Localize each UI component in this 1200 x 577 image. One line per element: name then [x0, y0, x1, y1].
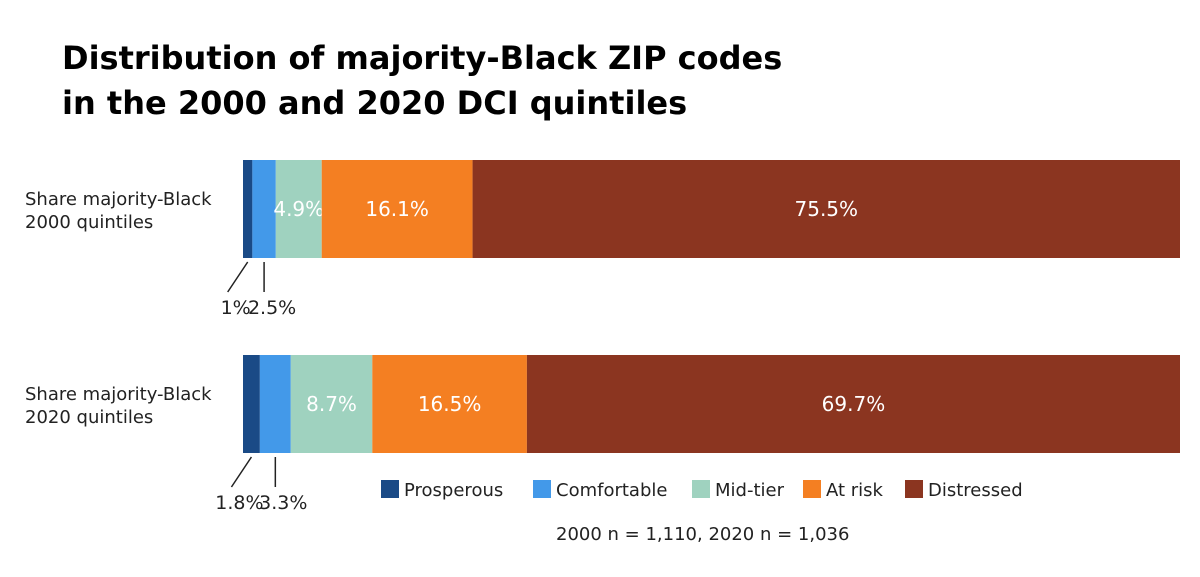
- data-label: 2.5%: [248, 297, 296, 319]
- bar-segment-mid-tier: [275, 160, 322, 258]
- data-label: 1.8%: [215, 492, 263, 514]
- data-label: 4.9%: [273, 197, 324, 221]
- legend-swatch: [692, 480, 710, 498]
- chart-title: Distribution of majority-Black ZIP codes…: [62, 36, 782, 126]
- data-label: 1%: [221, 297, 251, 319]
- category-label-line: 2020 quintiles: [25, 407, 153, 428]
- category-labels: Share majority-Black 2000 quintilesShare …: [25, 189, 212, 428]
- legend-label: Distressed: [928, 480, 1023, 501]
- category-label-line: Share majority-Black: [25, 384, 212, 405]
- bar-segment-prosperous: [243, 160, 253, 258]
- legend-item-at-risk: At risk: [803, 480, 884, 501]
- legend-swatch: [803, 480, 821, 498]
- data-label: 69.7%: [822, 392, 886, 416]
- legend-swatch: [905, 480, 923, 498]
- category-label-line: 2000 quintiles: [25, 212, 153, 233]
- bar-segment-prosperous: [243, 355, 260, 453]
- legend-swatch: [533, 480, 551, 498]
- legend-item-comfortable: Comfortable: [533, 480, 667, 501]
- category-label-line: Share majority-Black: [25, 189, 212, 210]
- category-label: Share majority-Black 2020 quintiles: [25, 384, 212, 428]
- data-label: 8.7%: [306, 392, 357, 416]
- callout-line: [230, 456, 253, 488]
- legend-label: At risk: [826, 480, 884, 501]
- data-label: 16.1%: [365, 197, 429, 221]
- bar-segment-mid-tier: [290, 355, 373, 453]
- legend-item-distressed: Distressed: [905, 480, 1023, 501]
- data-label: 16.5%: [418, 392, 482, 416]
- chart-title-line-2: in the 2000 and 2020 DCI quintiles: [62, 84, 688, 122]
- legend-label: Prosperous: [404, 480, 503, 501]
- bar-segment-comfortable: [259, 355, 291, 453]
- data-label: 75.5%: [795, 197, 859, 221]
- data-label: 3.3%: [259, 492, 307, 514]
- chart-title-line-1: Distribution of majority-Black ZIP codes: [62, 39, 783, 77]
- bar-segment-at-risk: [321, 160, 473, 258]
- bar-segment-at-risk: [372, 355, 527, 453]
- legend-item-mid-tier: Mid-tier: [692, 480, 785, 501]
- legend-swatch: [381, 480, 399, 498]
- legend-item-prosperous: Prosperous: [381, 480, 503, 501]
- bar-segment-distressed: [472, 160, 1180, 258]
- legend-label: Mid-tier: [715, 480, 785, 501]
- legend: Prosperous Comfortable Mid-tier At risk Dist…: [381, 480, 1023, 501]
- callouts-layer: 1%2.5% 1.8%3.3%: [215, 261, 307, 514]
- legend-label: Comfortable: [556, 480, 667, 501]
- bar-segment-comfortable: [252, 160, 276, 258]
- bar-segment-distressed: [526, 355, 1180, 453]
- bars-layer: 4.9% 16.1% 75.5% 8.7% 16.5% 69.7%: [243, 160, 1180, 453]
- callout-line: [227, 261, 249, 293]
- category-label: Share majority-Black 2000 quintiles: [25, 189, 212, 233]
- sample-size-note: 2000 n = 1,110, 2020 n = 1,036: [556, 524, 849, 545]
